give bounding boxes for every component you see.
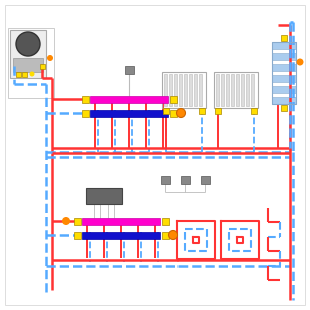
Bar [272, 53, 296, 60]
Bar [39, 64, 45, 69]
Bar [21, 72, 26, 77]
Bar [162, 72, 206, 108]
Bar [215, 108, 221, 114]
Bar [272, 75, 296, 82]
Bar [272, 42, 296, 104]
Bar [164, 74, 167, 106]
Bar [231, 74, 234, 106]
Bar [170, 95, 176, 103]
Bar [16, 72, 20, 77]
Bar [226, 74, 229, 106]
Circle shape [16, 32, 40, 56]
Bar [10, 30, 46, 78]
Bar [216, 74, 219, 106]
Bar [272, 86, 296, 93]
Bar [184, 74, 187, 106]
Bar [170, 109, 176, 117]
Bar [272, 64, 296, 71]
Bar [251, 74, 254, 106]
Bar [82, 218, 160, 225]
Bar [174, 74, 177, 106]
Bar [272, 42, 296, 49]
Bar [162, 218, 169, 224]
Bar [201, 176, 210, 184]
Circle shape [296, 59, 303, 65]
Bar [82, 232, 160, 239]
Bar [179, 74, 182, 106]
Bar [82, 109, 88, 117]
Circle shape [47, 55, 53, 61]
Bar [73, 218, 81, 224]
Bar [251, 108, 257, 114]
Bar [281, 35, 287, 41]
Bar [214, 72, 258, 108]
Bar [8, 28, 54, 98]
Bar [221, 74, 224, 106]
Bar [13, 58, 43, 72]
Bar [125, 66, 134, 74]
Circle shape [29, 72, 34, 77]
Bar [272, 97, 296, 104]
Bar [163, 108, 169, 114]
Bar [236, 74, 239, 106]
Bar [189, 74, 192, 106]
Bar [161, 176, 170, 184]
Bar [194, 74, 197, 106]
Bar [180, 176, 189, 184]
Bar [199, 74, 202, 106]
Bar [162, 232, 169, 238]
Bar [241, 74, 244, 106]
Bar [82, 95, 88, 103]
Bar [90, 110, 168, 117]
Bar [199, 108, 205, 114]
Bar [90, 96, 168, 103]
Bar [169, 74, 172, 106]
Circle shape [169, 231, 178, 240]
Bar [73, 232, 81, 238]
Circle shape [62, 217, 70, 225]
Bar [86, 188, 122, 204]
Circle shape [176, 108, 185, 117]
Bar [246, 74, 249, 106]
Bar [281, 105, 287, 111]
